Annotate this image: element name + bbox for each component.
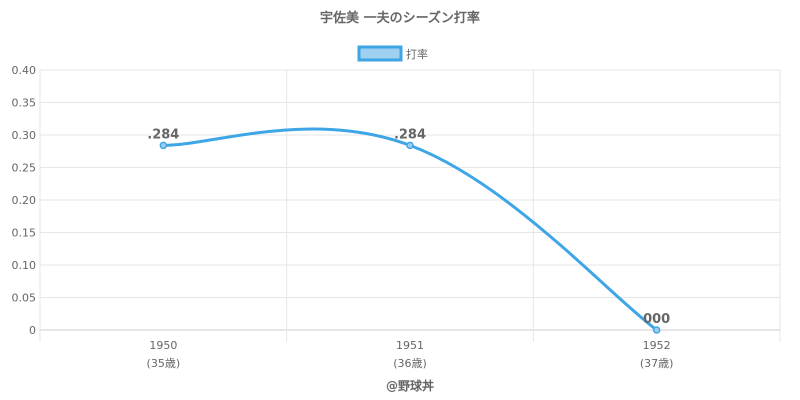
data-label: .284 — [147, 127, 179, 142]
data-label: 000 — [643, 312, 670, 327]
y-tick-label: 0.35 — [12, 97, 37, 110]
y-tick-label: 0.20 — [12, 194, 37, 207]
x-tick-sublabel: (35歳) — [147, 357, 181, 370]
y-tick-label: 0.15 — [12, 227, 37, 240]
y-tick-label: 0.25 — [12, 162, 37, 175]
series-layer — [159, 127, 661, 334]
x-tick-label: 1950 — [149, 339, 177, 352]
axis-ticks: 0 0.05 0.10 0.15 0.20 0.25 0.30 0.35 0.40 1950 (35… — [12, 64, 674, 370]
legend-label: 打率 — [406, 47, 428, 61]
legend[interactable]: 打率 — [357, 45, 428, 62]
data-label: .284 — [394, 127, 426, 142]
x-tick-sublabel: (37歳) — [640, 357, 674, 370]
x-tick-label: 1951 — [396, 339, 424, 352]
legend-swatch — [357, 45, 403, 62]
y-tick-label: 0.10 — [12, 259, 37, 272]
grid — [39, 69, 781, 342]
series-line — [163, 127, 658, 332]
x-tick-label: 1952 — [643, 339, 671, 352]
y-tick-label: 0.05 — [12, 292, 37, 305]
data-point[interactable] — [159, 141, 168, 150]
y-tick-label: 0.30 — [12, 129, 37, 142]
y-tick-label: 0.40 — [12, 64, 37, 77]
chart-title: 宇佐美 一夫のシーズン打率 — [320, 10, 480, 26]
x-tick-sublabel: (36歳) — [393, 357, 427, 370]
y-tick-label: 0 — [29, 324, 36, 337]
data-point[interactable] — [652, 326, 661, 334]
data-point[interactable] — [406, 141, 414, 150]
data-labels: .284 .284 000 — [147, 127, 670, 327]
credit: @野球丼 — [386, 378, 434, 393]
